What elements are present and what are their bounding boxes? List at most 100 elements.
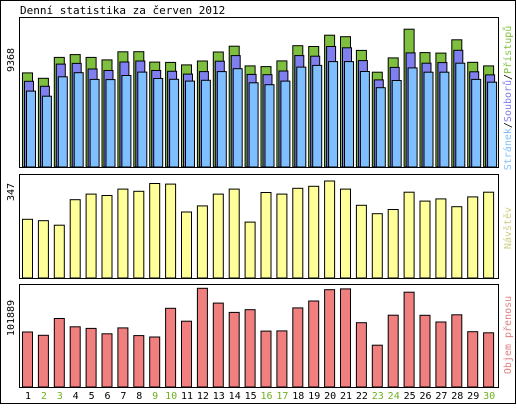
traffic-bar-objem-p-enosu-day-17 bbox=[276, 330, 288, 388]
hits-files-pages-bar-str-nek-day-5 bbox=[89, 78, 100, 168]
traffic-bar-objem-p-enosu-day-13 bbox=[212, 302, 224, 388]
visits-bar-n-v-t-v-day-11 bbox=[181, 211, 192, 279]
traffic-bar-objem-p-enosu-day-28 bbox=[451, 314, 463, 388]
traffic-bar-objem-p-enosu-day-18 bbox=[292, 307, 304, 388]
day-labels-layer: 1 2 3 4 5 6 7 8 9 10 11 12 13 14 15 16 17 18 19 20 21 22 23 24 2… bbox=[25, 391, 495, 402]
hits-files-pages-bar-str-nek-day-4 bbox=[73, 72, 84, 168]
legend-separator-2: / bbox=[503, 74, 514, 80]
traffic-bar-objem-p-enosu-day-23 bbox=[371, 344, 383, 388]
bottom-max-label: 101889 bbox=[6, 300, 17, 336]
traffic-bar-objem-p-enosu-day-20 bbox=[324, 289, 336, 388]
day-label-8: 8 bbox=[136, 391, 142, 402]
hits-files-pages-bar-str-nek-day-23 bbox=[375, 87, 386, 168]
day-label-22: 22 bbox=[356, 391, 368, 402]
traffic-bar-objem-p-enosu-day-6 bbox=[101, 333, 113, 388]
traffic-bar-objem-p-enosu-day-2 bbox=[37, 334, 49, 388]
traffic-bar-objem-p-enosu-day-16 bbox=[260, 330, 272, 388]
traffic-bar-objem-p-enosu-day-14 bbox=[228, 311, 240, 388]
hits-files-pages-bar-str-nek-day-6 bbox=[105, 79, 116, 168]
hits-files-pages-bar-str-nek-day-8 bbox=[137, 71, 148, 168]
visits-bar-n-v-t-v-day-5 bbox=[85, 193, 97, 279]
day-label-7: 7 bbox=[120, 391, 126, 402]
day-label-24: 24 bbox=[388, 391, 400, 402]
visits-bar-n-v-t-v-day-14 bbox=[228, 188, 240, 279]
day-label-6: 6 bbox=[104, 391, 110, 402]
traffic-bar-objem-p-enosu-day-27 bbox=[435, 321, 447, 388]
day-label-17: 17 bbox=[276, 391, 288, 402]
hits-files-pages-bar-str-nek-day-11 bbox=[185, 80, 195, 168]
middle-max-label: 347 bbox=[6, 183, 17, 201]
traffic-bar-objem-p-enosu-day-22 bbox=[355, 322, 367, 388]
day-label-5: 5 bbox=[89, 391, 95, 402]
hits-files-pages-bar-str-nek-day-12 bbox=[200, 79, 211, 168]
traffic-bar-objem-p-enosu-day-25 bbox=[403, 291, 415, 388]
visits-bar-n-v-t-v-day-30 bbox=[483, 191, 495, 279]
traffic-bar-objem-p-enosu-day-11 bbox=[181, 320, 192, 388]
visits-bar-n-v-t-v-day-28 bbox=[451, 206, 463, 279]
day-label-23: 23 bbox=[372, 391, 384, 402]
hits-files-pages-bar-str-nek-day-29 bbox=[471, 78, 482, 168]
traffic-bar-objem-p-enosu-day-26 bbox=[419, 314, 431, 388]
traffic-bar-objem-p-enosu-day-8 bbox=[133, 335, 145, 388]
visits-bar-n-v-t-v-day-10 bbox=[165, 183, 177, 279]
middle-panel-frame bbox=[19, 174, 499, 279]
day-label-27: 27 bbox=[435, 391, 447, 402]
hits-files-pages-bar-str-nek-day-2 bbox=[41, 95, 52, 168]
hits-files-pages-bar-str-nek-day-20 bbox=[328, 61, 339, 168]
visits-bar-n-v-t-v-day-27 bbox=[435, 198, 447, 279]
day-label-19: 19 bbox=[308, 391, 320, 402]
hits-files-pages-bar-str-nek-day-19 bbox=[312, 64, 323, 168]
visits-bar-n-v-t-v-day-26 bbox=[419, 200, 431, 279]
day-label-1: 1 bbox=[25, 391, 31, 402]
bottom-panel-frame bbox=[19, 284, 499, 388]
day-label-10: 10 bbox=[165, 391, 177, 402]
hits-files-pages-bar-str-nek-day-22 bbox=[359, 71, 370, 168]
hits-files-pages-bar-str-nek-day-13 bbox=[216, 71, 227, 168]
legend-hits: Přístupů bbox=[502, 26, 514, 74]
hits-files-pages-bar-str-nek-day-16 bbox=[264, 84, 275, 168]
visits-bar-n-v-t-v-day-7 bbox=[117, 188, 129, 279]
legend-separator-1: / bbox=[503, 122, 514, 128]
traffic-bar-objem-p-enosu-day-21 bbox=[340, 288, 351, 388]
traffic-bar-objem-p-enosu-day-4 bbox=[69, 326, 81, 388]
day-label-14: 14 bbox=[229, 391, 241, 402]
traffic-bar-objem-p-enosu-day-15 bbox=[244, 309, 256, 388]
traffic-bar-objem-p-enosu-day-30 bbox=[483, 332, 495, 388]
traffic-bar-objem-p-enosu-day-1 bbox=[22, 331, 33, 388]
traffic-bar-objem-p-enosu-day-10 bbox=[165, 307, 177, 388]
day-label-20: 20 bbox=[324, 391, 336, 402]
hits-files-pages-bar-str-nek-day-27 bbox=[439, 71, 450, 168]
hits-files-pages-bar-str-nek-day-26 bbox=[423, 71, 434, 168]
hits-files-pages-bar-str-nek-day-17 bbox=[280, 80, 291, 168]
hits-files-pages-bar-str-nek-day-10 bbox=[169, 78, 180, 168]
day-label-18: 18 bbox=[292, 391, 304, 402]
day-label-28: 28 bbox=[451, 391, 463, 402]
traffic-bar-objem-p-enosu-day-9 bbox=[149, 336, 161, 388]
visits-bar-n-v-t-v-day-23 bbox=[371, 213, 383, 279]
top-max-label: 9368 bbox=[6, 48, 17, 72]
day-label-30: 30 bbox=[483, 391, 495, 402]
top-legend: Stránek/Souborů/Přístupů bbox=[502, 26, 514, 171]
visits-bar-n-v-t-v-day-25 bbox=[403, 191, 415, 279]
traffic-bar-objem-p-enosu-day-3 bbox=[53, 318, 65, 388]
day-label-13: 13 bbox=[213, 391, 225, 402]
middle-legend: Návštěv bbox=[502, 207, 514, 249]
day-label-16: 16 bbox=[260, 391, 272, 402]
legend-pages: Stránek bbox=[502, 128, 514, 170]
hits-files-pages-bar-str-nek-day-14 bbox=[232, 68, 243, 168]
hits-files-pages-bar-str-nek-day-3 bbox=[57, 76, 68, 168]
visits-bar-n-v-t-v-day-6 bbox=[101, 195, 113, 279]
day-label-15: 15 bbox=[245, 391, 257, 402]
visits-bar-n-v-t-v-day-8 bbox=[133, 190, 145, 279]
visits-bar-n-v-t-v-day-16 bbox=[260, 192, 272, 279]
hits-files-pages-bar-str-nek-day-30 bbox=[487, 81, 498, 168]
day-label-21: 21 bbox=[340, 391, 352, 402]
traffic-bar-objem-p-enosu-day-29 bbox=[467, 331, 479, 388]
visits-bar-n-v-t-v-day-22 bbox=[355, 204, 367, 279]
visits-bar-n-v-t-v-day-1 bbox=[22, 218, 33, 279]
visits-bar-n-v-t-v-day-12 bbox=[196, 205, 208, 279]
visits-bar-n-v-t-v-day-15 bbox=[244, 221, 256, 279]
bottom-legend: Objem přenosu bbox=[502, 296, 514, 374]
visits-bar-n-v-t-v-day-18 bbox=[292, 187, 304, 279]
